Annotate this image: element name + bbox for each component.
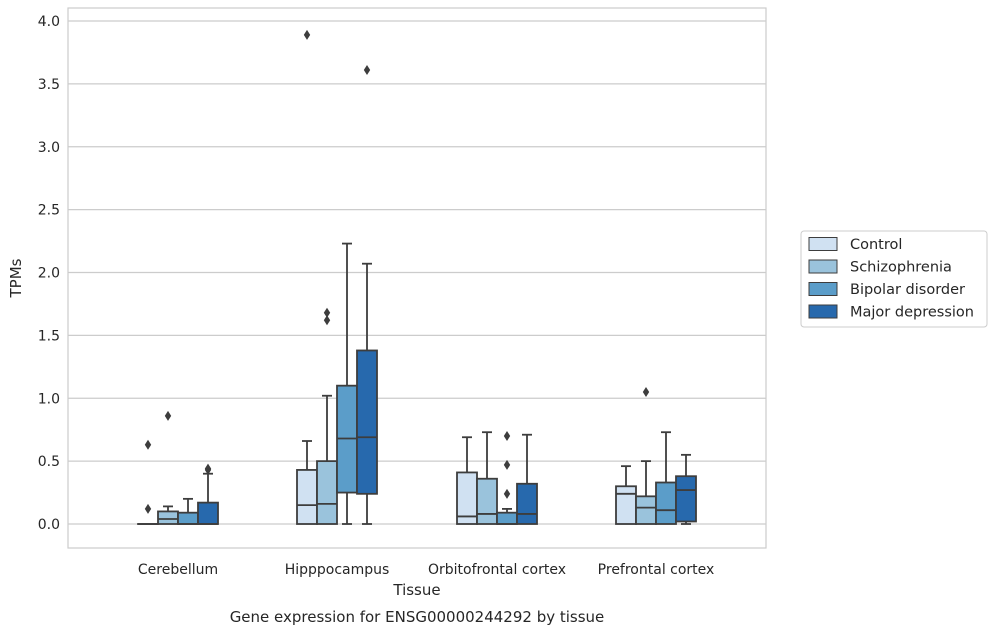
- box-body: [496, 511, 518, 525]
- box: [296, 29, 318, 525]
- box-body: [615, 485, 637, 525]
- outlier-point: [363, 65, 371, 76]
- outlier-point: [303, 29, 311, 40]
- box-body: [675, 475, 697, 523]
- legend-label: Schizophrenia: [850, 260, 952, 276]
- box-body: [655, 481, 677, 525]
- box: [635, 386, 657, 525]
- outlier-point: [642, 386, 650, 397]
- outlier-point: [144, 439, 152, 450]
- legend-label: Bipolar disorder: [850, 282, 965, 298]
- box-body: [157, 510, 179, 525]
- box-body: [635, 495, 657, 525]
- box: [356, 65, 378, 525]
- y-tick-label: 0.0: [38, 517, 60, 533]
- y-tick-label: 3.5: [38, 77, 60, 93]
- x-tick-label: Prefrontal cortex: [598, 562, 715, 578]
- box-body: [516, 482, 538, 525]
- series-bipolar-disorder: [177, 242, 677, 525]
- y-axis-label: TPMs: [7, 258, 25, 298]
- outlier-point: [144, 503, 152, 514]
- box: [177, 497, 199, 525]
- legend-label: Major depression: [850, 305, 974, 321]
- outlier-point: [503, 459, 511, 470]
- y-tick-label: 2.0: [38, 266, 60, 282]
- box-body: [356, 349, 378, 495]
- box-body: [197, 501, 219, 525]
- y-tick-label: 0.5: [38, 454, 60, 470]
- series-major-depression: [197, 65, 697, 525]
- legend-swatch: [808, 304, 838, 319]
- y-tick-label: 2.5: [38, 203, 60, 219]
- legend-swatch: [808, 259, 838, 274]
- y-tick-label: 1.5: [38, 328, 60, 344]
- legend-frame: [800, 230, 988, 328]
- y-tick-label: 4.0: [38, 14, 60, 30]
- box: [456, 436, 478, 525]
- outlier-point: [503, 488, 511, 499]
- gridlines: [68, 20, 766, 525]
- outlier-point: [323, 307, 331, 318]
- legend-swatch: [808, 237, 838, 251]
- x-axis-ticks: Cerebellum Hipppocampus Orbitofrontal cort…: [138, 562, 714, 578]
- outlier-point: [204, 463, 212, 474]
- box: [316, 307, 338, 525]
- legend-label: Control: [850, 237, 902, 253]
- x-axis-label: Tissue: [392, 581, 440, 599]
- outlier-point: [503, 430, 511, 441]
- box: [476, 431, 498, 525]
- series-control: [137, 29, 637, 525]
- box-body: [177, 511, 199, 525]
- x-tick-label: Orbitofrontal cortex: [428, 562, 566, 578]
- outlier-point: [164, 410, 172, 421]
- box: [615, 465, 637, 525]
- series-schizophrenia: [157, 307, 657, 525]
- box: [137, 439, 159, 525]
- box-body: [476, 477, 498, 525]
- y-axis-ticks: 0.0 0.5 1.0 1.5 2.0 2.5 3.0 3.5 4.0: [38, 14, 60, 533]
- y-tick-label: 1.0: [38, 391, 60, 407]
- box: [675, 453, 697, 525]
- x-tick-label: Hipppocampus: [285, 562, 390, 578]
- legend-swatch: [808, 282, 838, 296]
- box: [516, 433, 538, 525]
- plot-area-frame: [67, 7, 767, 549]
- box: [496, 430, 518, 525]
- box: [336, 242, 358, 525]
- box: [157, 410, 179, 525]
- legend: Control Schizophrenia Bipolar disorder Majo…: [800, 230, 988, 328]
- chart-caption: Gene expression for ENSG00000244292 by t…: [230, 608, 605, 626]
- y-tick-label: 3.0: [38, 140, 60, 156]
- box-series: [137, 29, 697, 525]
- x-tick-label: Cerebellum: [138, 562, 218, 578]
- outlier-point: [323, 315, 331, 326]
- box-body: [296, 469, 318, 525]
- box: [197, 463, 219, 525]
- box: [655, 431, 677, 525]
- box-body: [316, 460, 338, 525]
